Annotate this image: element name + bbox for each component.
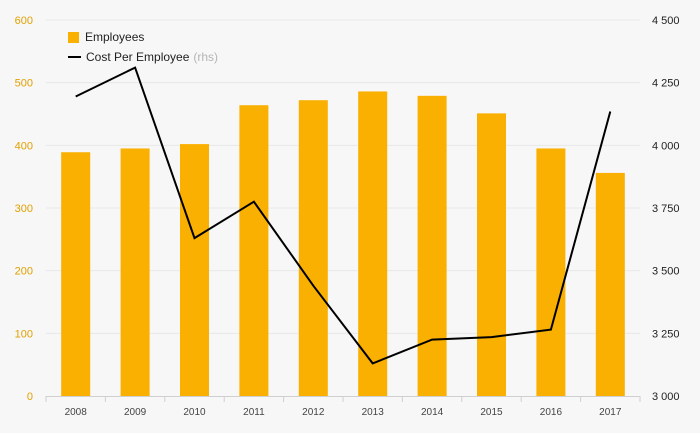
y-right-tick-label: 3 250 [652,328,680,340]
legend-bar-swatch [68,31,79,43]
y-right-tick-label: 4 250 [652,78,680,90]
x-tick-label: 2012 [302,407,325,418]
x-tick-label: 2016 [540,407,563,418]
y-right-tick-label: 3 000 [652,391,680,403]
legend-rhs-note: (rhs) [193,50,219,64]
y-right-tick-label: 3 750 [652,203,680,215]
bar-employees [417,95,447,397]
y-left-tick-label: 300 [15,203,33,215]
bar-employees [298,100,328,397]
bar-employees [477,113,506,396]
bar-employees [61,152,91,396]
y-left-tick-label: 400 [15,140,33,152]
legend: Employees Cost Per Employee (rhs) [68,27,218,67]
x-tick-label: 2008 [65,407,88,418]
y-left-tick-label: 500 [15,78,33,90]
legend-line-swatch [68,56,81,58]
bar-employees [358,91,388,396]
legend-line-label: Cost Per Employee [86,50,190,64]
y-left-tick-label: 100 [15,328,33,340]
x-tick-label: 2017 [599,407,622,418]
x-tick-label: 2011 [243,407,265,418]
bar-employees [239,105,269,396]
legend-bars-label: Employees [85,30,145,44]
y-left-tick-label: 600 [15,15,33,27]
line-cost-per-employee [75,66,612,365]
y-right-tick-label: 4 000 [652,140,680,152]
legend-item-employees: Employees [68,27,218,47]
x-tick-label: 2013 [362,407,385,418]
x-tick-label: 2009 [124,407,147,418]
y-left-tick-label: 0 [27,391,33,403]
x-tick-label: 2015 [480,407,503,418]
bar-employees [180,144,209,396]
x-tick-label: 2014 [421,407,444,418]
legend-item-cost-per-employee: Cost Per Employee (rhs) [68,47,218,67]
bar-employees [536,148,566,396]
y-left-tick-label: 200 [15,266,33,278]
x-tick-label: 2010 [183,407,206,418]
y-right-tick-label: 4 500 [652,15,680,27]
y-right-tick-label: 3 500 [652,266,680,278]
bar-employees [595,172,625,396]
bar-employees [120,148,150,396]
